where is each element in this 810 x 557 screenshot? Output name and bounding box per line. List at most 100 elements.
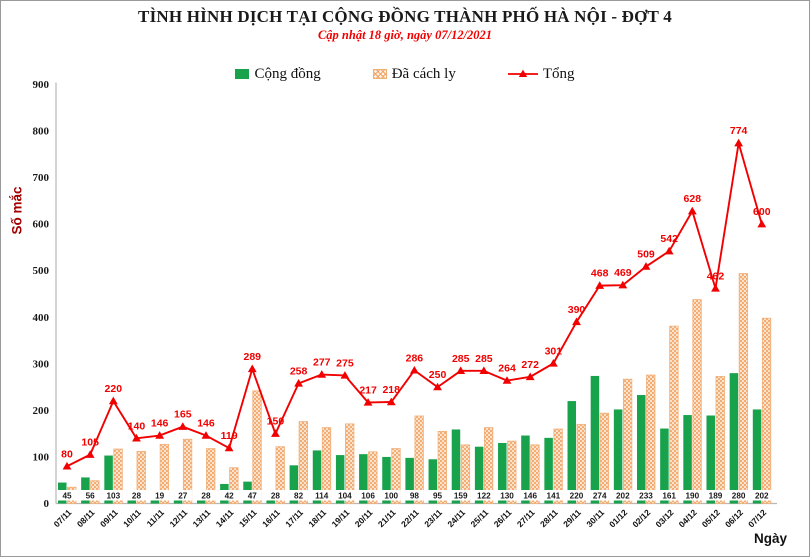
value-label-box [150,490,170,501]
value-label-box [335,490,355,501]
community-value-label: 233 [639,492,653,501]
bar-community [312,450,322,504]
community-value-label: 103 [106,492,120,501]
value-label-box [242,490,262,501]
total-value-label: 80 [61,448,73,460]
total-value-label: 285 [452,353,470,365]
total-line-swatch-icon [507,69,538,77]
x-tick-label: 14/11 [214,507,236,529]
x-tick-label: 10/11 [121,507,143,529]
total-value-label: 390 [568,304,586,316]
bar-quarantine [229,467,239,504]
community-value-label: 45 [62,492,72,501]
value-label-box [752,490,772,501]
community-value-label: 82 [294,492,304,501]
legend-item-total: Tổng [507,66,575,83]
value-label-box [613,490,633,501]
quarantine-swatch-icon [372,69,387,79]
chart-subtitle: Cập nhật 18 giờ, ngày 07/12/2021 [317,28,493,42]
x-tick-label: 03/12 [653,507,675,529]
bar-community [451,429,461,504]
bar-quarantine [437,430,447,504]
bar-quarantine [530,444,540,504]
total-value-label: 301 [545,345,563,357]
value-label-box [520,490,540,501]
total-marker-icon [618,280,628,289]
total-marker-icon [572,317,581,326]
bar-quarantine [113,448,123,504]
bar-quarantine [553,428,563,504]
total-value-label: 146 [197,418,215,430]
total-marker-icon [525,372,535,381]
bar-community [613,409,623,504]
total-marker-icon [317,370,327,378]
bar-community [474,446,484,504]
total-value-label: 272 [521,359,539,371]
x-tick-label: 19/11 [330,507,352,529]
value-label-box [219,490,239,501]
community-value-label: 202 [755,492,769,501]
community-value-label: 146 [523,492,537,501]
bar-quarantine [692,299,702,504]
community-value-label: 280 [732,492,746,501]
total-value-label: 509 [637,249,655,261]
total-value-label: 119 [221,430,238,442]
bar-quarantine [321,427,332,504]
value-label-box [265,490,285,501]
bar-quarantine [761,317,772,504]
total-marker-icon [595,281,605,289]
total-value-label: 220 [105,383,123,395]
value-label-box [289,490,309,501]
community-value-label: 56 [86,492,96,501]
y-tick-label: 400 [33,312,50,324]
x-tick-label: 21/11 [376,507,398,529]
bar-quarantine [622,378,633,504]
bar-quarantine [206,448,216,504]
legend: Cộng đồng Đã cách ly Tổng [1,63,809,85]
total-marker-icon [363,398,373,406]
x-tick-label: 17/11 [283,507,305,529]
y-tick-label: 500 [33,265,50,277]
bar-quarantine [136,450,146,504]
x-tick-label: 22/11 [399,507,421,529]
value-label-box [682,490,702,501]
value-label-box [659,490,679,501]
x-tick-label: 16/11 [260,507,282,529]
total-line [66,142,763,468]
total-value-label: 264 [498,363,516,375]
community-value-label: 159 [454,492,468,501]
community-value-label: 130 [500,492,514,501]
x-tick-label: 24/11 [445,507,467,529]
community-value-label: 28 [132,492,142,501]
bar-quarantine [182,438,193,504]
value-label-box [590,490,610,501]
bar-quarantine [483,427,494,504]
bar-community [544,437,553,504]
bar-quarantine [738,273,749,504]
legend-label-quarantine: Đã cách ly [391,65,456,82]
total-value-label: 542 [660,233,678,245]
total-value-label: 774 [730,125,748,137]
total-value-label: 462 [707,270,725,282]
community-value-label: 27 [178,492,188,501]
value-label-box [705,490,725,501]
bar-quarantine [669,325,679,504]
total-value-label: 285 [475,353,493,365]
bar-community [428,459,438,504]
bar-quarantine [275,446,285,504]
total-marker-icon [340,371,350,379]
community-value-label: 95 [433,492,443,501]
y-tick-label: 200 [33,405,50,417]
x-tick-label: 30/11 [584,507,606,529]
bar-community [637,395,646,504]
community-value-label: 274 [593,492,607,501]
x-tick-label: 29/11 [561,507,583,529]
total-marker-icon [201,431,211,439]
total-value-label: 146 [151,418,169,430]
total-marker-icon [456,366,466,375]
bar-quarantine [345,423,355,504]
total-value-label: 218 [382,384,400,396]
total-value-label: 286 [406,352,424,364]
y-tick-label: 600 [33,219,50,231]
